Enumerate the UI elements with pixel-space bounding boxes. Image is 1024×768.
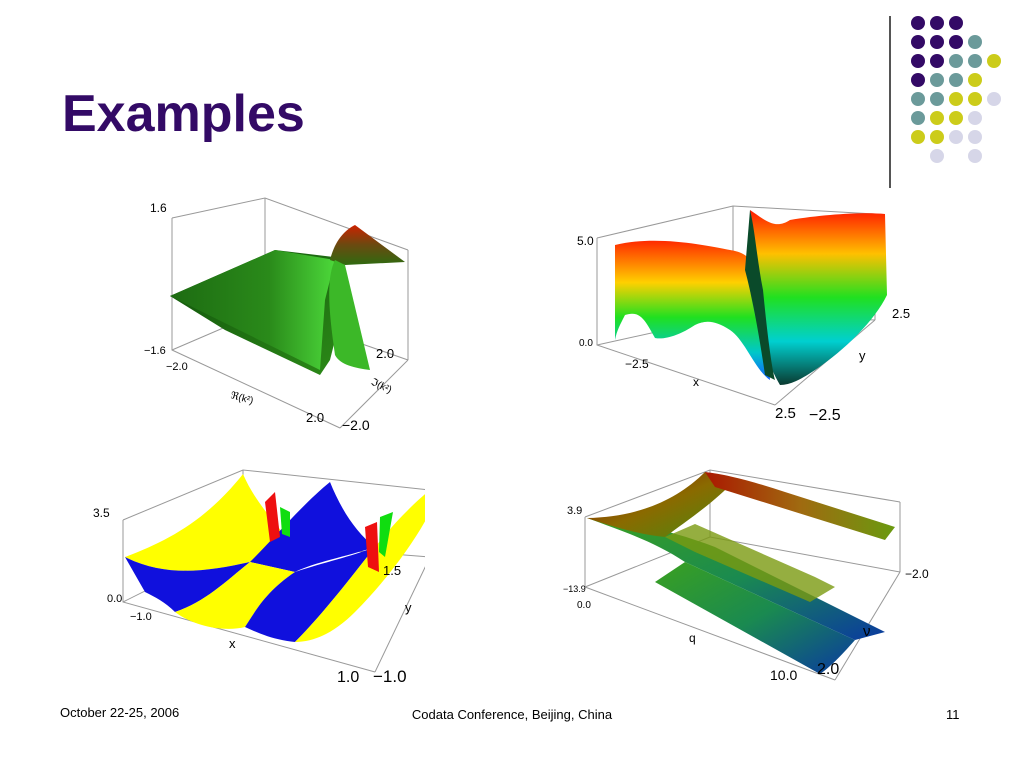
plot-2-z-max: 5.0 [577, 234, 594, 248]
decorative-dot [968, 73, 982, 87]
decorative-dot [987, 54, 1001, 68]
surface-plot-1: 1.6 −1.6 −2.0 ℜ(k²) 2.0 2.0 ℑ(k²) −2.0 [144, 197, 409, 433]
plot-2-surface-left [615, 240, 770, 380]
plot-4-z-min: −13.9 [563, 584, 586, 594]
decorative-dot [949, 130, 963, 144]
decorative-dot [911, 16, 925, 30]
plot-1-y-end: 2.0 [376, 346, 394, 361]
plot-3-y-end: 1.5 [383, 563, 401, 578]
plot-3-x-end: 1.0 [337, 669, 359, 686]
plot-4-x-label: q [689, 631, 696, 645]
decorative-dot [949, 54, 963, 68]
decorative-dot [968, 111, 982, 125]
plot-3-surface-green-2 [379, 512, 393, 557]
decorative-dot [911, 130, 925, 144]
decorative-dot [949, 35, 963, 49]
plot-3-y-start: −1.0 [373, 667, 407, 686]
plot-2-y-label: y [859, 348, 866, 363]
decorative-dot [949, 73, 963, 87]
plot-1-x-start: −2.0 [166, 361, 188, 373]
page-number: 11 [946, 707, 960, 722]
decorative-dot [930, 16, 944, 30]
plot-1-y-label: ℑ(k²) [369, 377, 394, 396]
plot-3-surface-front-mid [175, 562, 295, 629]
plot-1-x-label: ℜ(k²) [229, 390, 254, 407]
plot-2-surface-valley [745, 210, 775, 380]
plot-3-surface-front-left [125, 557, 250, 612]
plot-4-ribbon-back [587, 518, 885, 640]
decorative-dot [930, 149, 944, 163]
plot-4-ribbon-top [587, 472, 735, 537]
decorative-dot [987, 92, 1001, 106]
plot-3-surface-front-right [245, 547, 375, 642]
decorative-dot [911, 73, 925, 87]
plot-2-surface-right [750, 210, 887, 385]
plot-2-y-end: 2.5 [892, 306, 910, 321]
plot-3-z-min: 0.0 [107, 593, 122, 605]
footer-conference: Codata Conference, Beijing, China [411, 707, 613, 722]
plot-3-x-label: x [229, 636, 236, 651]
footer-date: October 22-25, 2006 [60, 705, 180, 720]
surface-plot-3: 3.5 0.0 −1.0 x 1.0 1.5 y −1.0 [93, 469, 425, 686]
decorative-dot [911, 54, 925, 68]
plot-3-surface-green-1 [280, 507, 290, 537]
plot-2-x-label: x [693, 375, 699, 389]
plot-4-y-end: −2.0 [905, 567, 929, 581]
plot-1-z-min: −1.6 [144, 345, 166, 357]
plot-1-surface-cut [329, 260, 370, 370]
decorative-dot [968, 35, 982, 49]
plot-3-x-start: −1.0 [130, 611, 152, 623]
plot-4-y-label: ν [863, 623, 871, 640]
plot-1-y-start: −2.0 [342, 417, 370, 433]
decorative-dot-grid [911, 16, 1001, 163]
plot-4-ribbon-upper-right [705, 472, 895, 540]
decorative-dot [968, 130, 982, 144]
decorative-dot [911, 111, 925, 125]
decorative-dot [930, 111, 944, 125]
decorative-dot [930, 73, 944, 87]
decorative-dot [911, 92, 925, 106]
decorative-dot [930, 92, 944, 106]
decorative-dot [930, 54, 944, 68]
plot-3-surface-back-left [125, 474, 290, 571]
plot-3-y-label: y [405, 600, 412, 615]
decorative-dot [968, 92, 982, 106]
decorative-dot [968, 54, 982, 68]
plot-2-y-start: −2.5 [809, 407, 841, 424]
decorative-dot [949, 111, 963, 125]
plot-1-surface-peak [330, 225, 405, 265]
slide-title: Examples [62, 85, 305, 143]
decorative-dot [949, 16, 963, 30]
plot-2-x-end: 2.5 [775, 405, 796, 422]
plot-1-x-end: 2.0 [306, 410, 324, 425]
decorative-dot [968, 149, 982, 163]
decorative-dot [949, 92, 963, 106]
plot-4-y-start: 2.0 [817, 661, 839, 678]
divider-line [889, 16, 891, 188]
plot-1-z-max: 1.6 [150, 201, 167, 215]
plot-3-surface-red-1 [265, 492, 280, 542]
decorative-dot [930, 130, 944, 144]
plot-1-surface-plane [170, 250, 335, 370]
plot-2-z-min: 0.0 [579, 338, 593, 349]
plot-2-x-start: −2.5 [625, 357, 649, 371]
plot-4-x-end: 10.0 [770, 667, 797, 683]
plot-3-surface-right-ridge [295, 494, 425, 642]
plot-4-z-max: 3.9 [567, 505, 582, 517]
plot-4-ribbon-mid [665, 524, 835, 602]
plot-4-ribbon-front [655, 562, 855, 674]
decorative-dot [930, 35, 944, 49]
surface-plot-4: 3.9 −13.9 0.0 q 10.0 −2.0 ν 2.0 [563, 469, 929, 683]
plot-3-surface-red-2 [365, 522, 379, 572]
plot-3-z-max: 3.5 [93, 506, 110, 520]
plot-4-x-start: 0.0 [577, 600, 591, 611]
surface-plot-2: 5.0 0.0 −2.5 x 2.5 2.5 y −2.5 [577, 205, 910, 424]
plot-3-surface-back-mid [250, 482, 375, 572]
decorative-dot [911, 35, 925, 49]
